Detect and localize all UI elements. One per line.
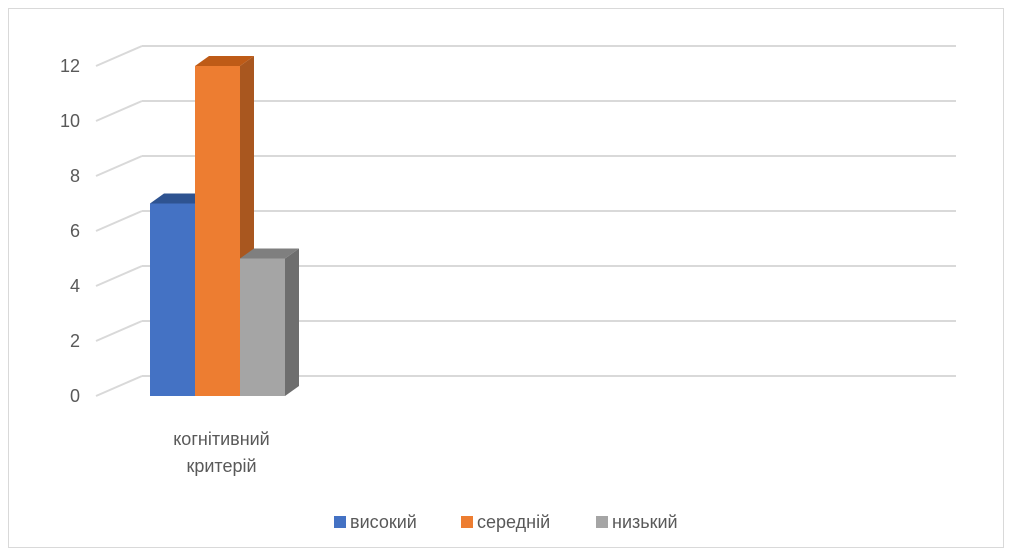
y-tick-label: 10 bbox=[60, 111, 80, 131]
gridline-diagonal bbox=[95, 375, 143, 397]
legend-label: високий bbox=[350, 512, 417, 532]
legend-swatch bbox=[461, 516, 473, 528]
y-axis-ticks: 0 2 4 6 8 10 12 bbox=[60, 56, 80, 406]
bar-front bbox=[240, 258, 285, 396]
y-tick-label: 6 bbox=[70, 221, 80, 241]
gridline-diagonal bbox=[95, 265, 143, 287]
legend-label: низький bbox=[612, 512, 678, 532]
legend-item-низький: низький bbox=[596, 512, 678, 532]
gridline-diagonal bbox=[95, 210, 143, 232]
bar-top bbox=[150, 193, 209, 204]
bars bbox=[150, 56, 299, 396]
category-label: когнітивний bbox=[173, 429, 270, 449]
category-labels: когнітивний критерій bbox=[173, 429, 270, 476]
legend-item-високий: високий bbox=[334, 512, 417, 532]
gridline-diagonal bbox=[95, 320, 143, 342]
gridline-diagonal bbox=[95, 155, 143, 177]
y-tick-label: 8 bbox=[70, 166, 80, 186]
bar-низький bbox=[240, 248, 299, 396]
bar-front bbox=[150, 203, 195, 396]
gridline-diagonal bbox=[95, 100, 143, 122]
legend-item-середній: середній bbox=[461, 512, 550, 532]
y-tick-label: 2 bbox=[70, 331, 80, 351]
bar-top bbox=[195, 56, 254, 66]
legend: високий середній низький bbox=[334, 512, 678, 532]
bar-top bbox=[240, 248, 299, 259]
y-tick-label: 4 bbox=[70, 276, 80, 296]
legend-label: середній bbox=[477, 512, 550, 532]
y-tick-label: 0 bbox=[70, 386, 80, 406]
gridline-diagonal bbox=[95, 45, 143, 67]
bar-front bbox=[195, 66, 240, 396]
y-tick-label: 12 bbox=[60, 56, 80, 76]
category-label: критерій bbox=[186, 456, 256, 476]
legend-swatch bbox=[334, 516, 346, 528]
bar-side bbox=[285, 248, 299, 396]
legend-swatch bbox=[596, 516, 608, 528]
